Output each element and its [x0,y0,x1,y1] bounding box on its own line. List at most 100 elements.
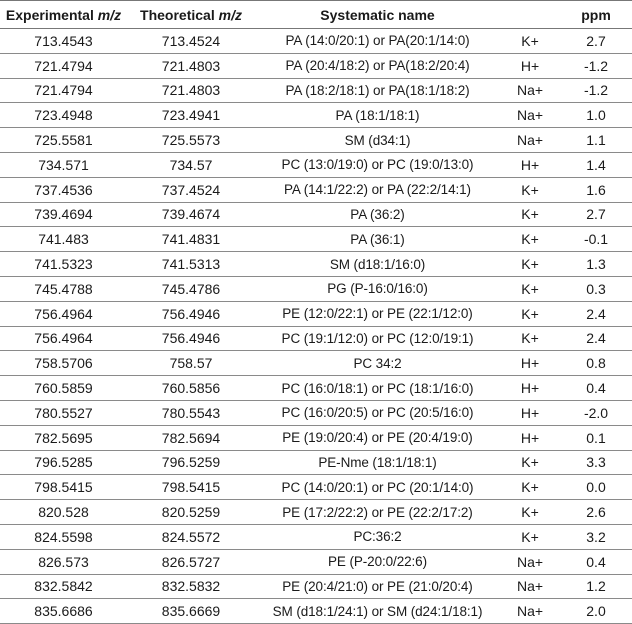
ppm-cell: 0.0 [560,474,632,501]
systematic-name-cell: PA (14:0/20:1) or PA(20:1/14:0) [255,28,500,54]
experimental-mz-cell: 758.5706 [0,350,127,377]
adduct-cell: K+ [500,450,560,476]
experimental-mz-cell: 741.5323 [0,251,127,277]
theoretical-mz-cell: 739.4674 [127,202,255,228]
systematic-name-cell: PE (17:2/22:2) or PE (22:2/17:2) [255,499,500,525]
header-row: Experimental m/z Theoretical m/z Systema… [0,0,632,29]
table-row: 739.4694 739.4674 PA (36:2) K+ 2.7 [0,202,632,228]
table-row: 820.528 820.5259 PE (17:2/22:2) or PE (22:… [0,499,632,525]
experimental-mz-cell: 824.5598 [0,524,127,550]
adduct-cell: H+ [500,425,560,451]
theoretical-mz-cell: 782.5694 [127,425,255,451]
table-row: 721.4794 721.4803 PA (18:2/18:1) or PA(18:… [0,78,632,104]
theoretical-mz-cell: 824.5572 [127,524,255,550]
experimental-mz-cell: 826.573 [0,549,127,575]
theoretical-mz-cell: 756.4946 [127,301,255,327]
ppm-cell: 0.8 [560,350,632,377]
table-row: 826.573 826.5727 PE (P-20:0/22:6) Na+ 0.4 [0,549,632,575]
ppm-cell: 2.4 [560,326,632,352]
systematic-name-cell: PA (20:4/18:2) or PA(18:2/20:4) [255,53,500,79]
theoretical-mz-cell: 756.4946 [127,326,255,352]
adduct-cell: K+ [500,301,560,327]
experimental-mz-cell: 780.5527 [0,400,127,426]
ppm-cell: -1.2 [560,53,632,79]
systematic-name-cell: PE (19:0/20:4) or PE (20:4/19:0) [255,425,500,451]
header-adduct [500,0,560,29]
table-row: 741.483 741.4831 PA (36:1) K+ -0.1 [0,226,632,253]
table-row: 741.5323 741.5313 SM (d18:1/16:0) K+ 1.3 [0,251,632,277]
systematic-name-cell: PG (P-16:0/16:0) [255,276,500,302]
theoretical-mz-cell: 713.4524 [127,28,255,54]
theoretical-mz-cell: 835.6669 [127,598,255,624]
table-row: 756.4964 756.4946 PE (12:0/22:1) or PE (22… [0,301,632,327]
adduct-cell: H+ [500,375,560,401]
table-row: 725.5581 725.5573 SM (d34:1) Na+ 1.1 [0,127,632,153]
experimental-mz-cell: 832.5842 [0,574,127,600]
ppm-cell: 0.1 [560,425,632,451]
ppm-cell: 1.1 [560,127,632,153]
adduct-cell: Na+ [500,127,560,153]
table-row: 756.4964 756.4946 PC (19:1/12:0) or PC (12… [0,326,632,352]
ppm-cell: -2.0 [560,400,632,426]
ppm-cell: 1.0 [560,102,632,129]
experimental-mz-cell: 820.528 [0,499,127,525]
systematic-name-cell: PA (14:1/22:2) or PA (22:2/14:1) [255,177,500,203]
systematic-name-cell: SM (d34:1) [255,127,500,153]
experimental-mz-cell: 713.4543 [0,28,127,54]
systematic-name-cell: PE (12:0/22:1) or PE (22:1/12:0) [255,301,500,327]
experimental-mz-cell: 745.4788 [0,276,127,302]
table-row: 745.4788 745.4786 PG (P-16:0/16:0) K+ 0.3 [0,276,632,302]
systematic-name-cell: PC (19:1/12:0) or PC (12:0/19:1) [255,326,500,352]
theoretical-mz-cell: 760.5856 [127,375,255,401]
ppm-cell: 1.4 [560,152,632,178]
adduct-cell: K+ [500,251,560,277]
table-row: 832.5842 832.5832 PE (20:4/21:0) or PE (21… [0,574,632,600]
table-row: 824.5598 824.5572 PC:36:2 K+ 3.2 [0,524,632,550]
systematic-name-cell: PC (16:0/20:5) or PC (20:5/16:0) [255,400,500,426]
table-row: 798.5415 798.5415 PC (14:0/20:1) or PC (20… [0,474,632,501]
ppm-cell: 0.4 [560,375,632,401]
adduct-cell: Na+ [500,574,560,600]
table-row: 723.4948 723.4941 PA (18:1/18:1) Na+ 1.0 [0,102,632,129]
adduct-cell: K+ [500,474,560,501]
systematic-name-cell: SM (d18:1/24:1) or SM (d24:1/18:1) [255,598,500,624]
ppm-cell: 3.3 [560,450,632,476]
systematic-name-cell: PE (20:4/21:0) or PE (21:0/20:4) [255,574,500,600]
adduct-cell: H+ [500,350,560,377]
adduct-cell: H+ [500,152,560,178]
table-row: 782.5695 782.5694 PE (19:0/20:4) or PE (20… [0,425,632,451]
experimental-mz-cell: 756.4964 [0,301,127,327]
table-row: 713.4543 713.4524 PA (14:0/20:1) or PA(20:… [0,28,632,54]
ppm-cell: -0.1 [560,226,632,253]
ppm-cell: 1.2 [560,574,632,600]
adduct-cell: K+ [500,177,560,203]
theoretical-mz-cell: 758.57 [127,350,255,377]
header-experimental-mz: Experimental m/z [0,0,127,29]
systematic-name-cell: PC (16:0/18:1) or PC (18:1/16:0) [255,375,500,401]
theoretical-mz-cell: 780.5543 [127,400,255,426]
adduct-cell: K+ [500,326,560,352]
theoretical-mz-cell: 820.5259 [127,499,255,525]
systematic-name-cell: PC:36:2 [255,524,500,550]
ppm-cell: 2.0 [560,598,632,624]
adduct-cell: K+ [500,499,560,525]
theoretical-mz-cell: 725.5573 [127,127,255,153]
table-row: 835.6686 835.6669 SM (d18:1/24:1) or SM (d… [0,598,632,624]
adduct-cell: H+ [500,53,560,79]
experimental-mz-cell: 721.4794 [0,78,127,104]
theoretical-mz-cell: 832.5832 [127,574,255,600]
experimental-mz-cell: 798.5415 [0,474,127,501]
experimental-mz-cell: 739.4694 [0,202,127,228]
ppm-cell: -1.2 [560,78,632,104]
adduct-cell: K+ [500,276,560,302]
theoretical-mz-cell: 723.4941 [127,102,255,129]
ppm-cell: 1.3 [560,251,632,277]
header-theoretical-mz: Theoretical m/z [127,0,255,29]
systematic-name-cell: PE-Nme (18:1/18:1) [255,450,500,476]
table-row: 796.5285 796.5259 PE-Nme (18:1/18:1) K+ 3.3 [0,450,632,476]
systematic-name-cell: PC (14:0/20:1) or PC (20:1/14:0) [255,474,500,501]
header-ppm: ppm [560,0,632,29]
adduct-cell: Na+ [500,78,560,104]
